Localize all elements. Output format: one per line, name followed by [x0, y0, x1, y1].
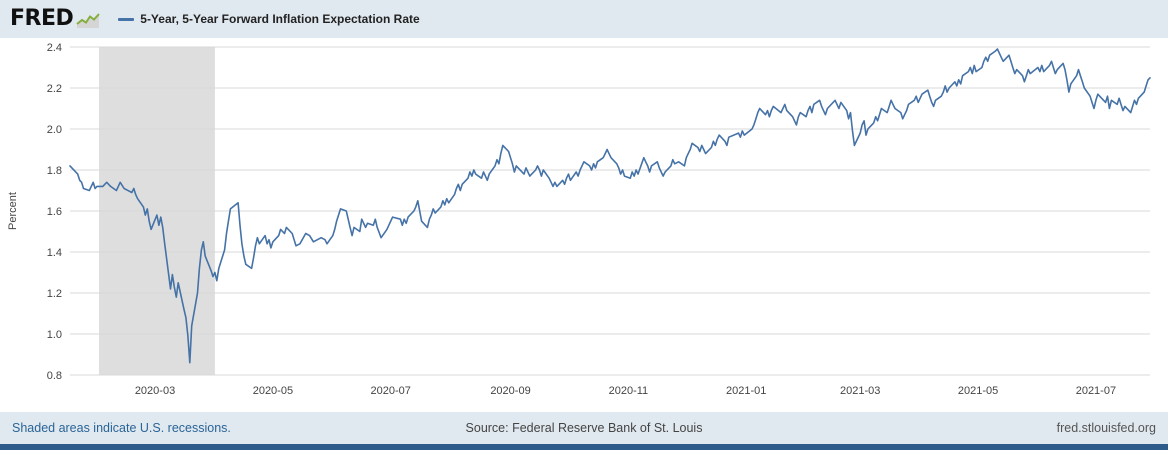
series-legend[interactable]: 5-Year, 5-Year Forward Inflation Expecta… — [118, 12, 420, 26]
x-tick-label: 2020-11 — [609, 385, 649, 397]
chart-header: FRED 5-Year, 5-Year Forward Inflation Ex… — [0, 0, 1168, 38]
fred-logo-sparkline-icon — [76, 13, 101, 28]
x-tick-label: 2020-03 — [135, 385, 175, 397]
x-tick-label: 2020-07 — [371, 385, 411, 397]
chart-band: 0.8 1.0 1.2 1.4 1.6 1.8 2.0 2.2 2.4 2020-03 2020-0… — [0, 38, 1168, 412]
y-tick-label: 2.4 — [47, 42, 62, 54]
y-tick-label: 1.6 — [47, 206, 62, 218]
y-tick-label: 0.8 — [47, 370, 62, 382]
x-tick-label: 2021-01 — [726, 385, 766, 397]
source-text: Source: Federal Reserve Bank of St. Loui… — [465, 421, 703, 435]
legend-dash-icon — [118, 17, 135, 21]
y-tick-label: 1.0 — [47, 329, 62, 341]
y-tick-label: 1.4 — [47, 247, 62, 259]
x-tick-label: 2021-07 — [1076, 385, 1116, 397]
y-tick-label: 1.2 — [47, 288, 62, 300]
y-tick-label: 1.8 — [47, 165, 62, 177]
series-legend-label: 5-Year, 5-Year Forward Inflation Expecta… — [140, 12, 420, 26]
line-chart-plot[interactable]: 0.8 1.0 1.2 1.4 1.6 1.8 2.0 2.2 2.4 2020-03 2020-0… — [0, 38, 1168, 412]
y-tick-label: 2.0 — [47, 124, 62, 136]
fred-logo[interactable]: FRED — [10, 6, 101, 31]
x-tick-label: 2021-03 — [840, 385, 880, 397]
site-link[interactable]: fred.stlouisfed.org — [1056, 421, 1156, 435]
y-tick-label: 2.2 — [47, 83, 62, 95]
chart-footer: Shaded areas indicate U.S. recessions. S… — [0, 412, 1168, 444]
series-line[interactable] — [69, 48, 1151, 364]
bottom-bar — [0, 444, 1168, 450]
x-tick-label: 2020-09 — [490, 385, 530, 397]
recession-note-link[interactable]: Shaded areas indicate U.S. recessions. — [12, 421, 231, 435]
x-tick-label: 2020-05 — [253, 385, 293, 397]
x-tick-label: 2021-05 — [958, 385, 998, 397]
fred-logo-text: FRED — [10, 6, 74, 31]
y-axis-title: Percent — [7, 192, 19, 230]
